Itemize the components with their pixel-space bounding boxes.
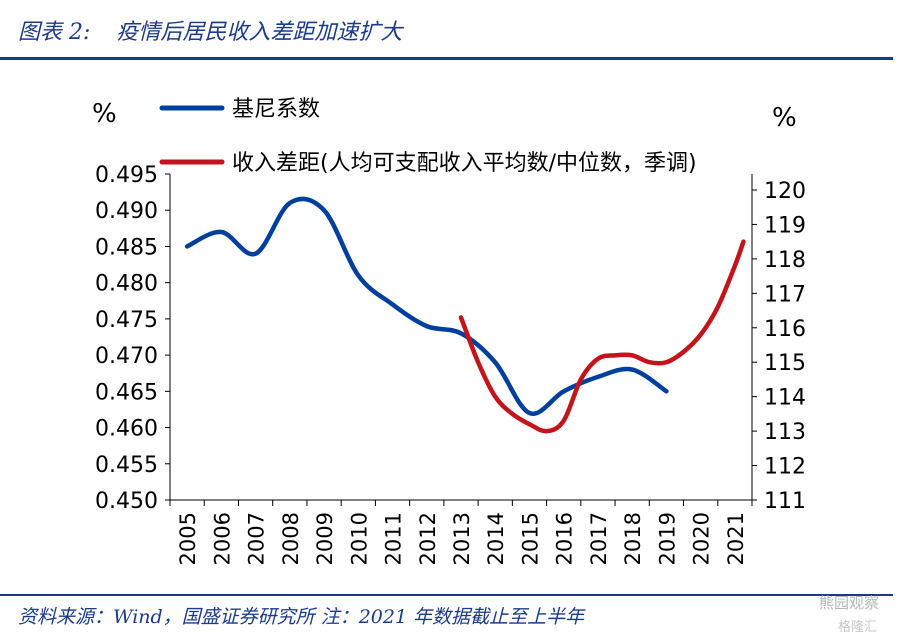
- x-tick-label: 2012: [416, 512, 440, 565]
- right-tick-label: 111: [764, 489, 806, 514]
- source-note: 资料来源：Wind，国盛证券研究所 注：2021 年数据截止至上半年: [18, 606, 585, 628]
- left-tick-label: 0.465: [95, 380, 158, 405]
- x-tick-label: 2018: [621, 512, 645, 565]
- x-tick-label: 2017: [587, 512, 611, 565]
- right-axis-unit: %: [772, 103, 797, 133]
- watermark: 熊园观察: [818, 594, 879, 612]
- figure-title-text: 疫情后居民收入差距加速扩大: [116, 20, 403, 45]
- top-rule: [0, 57, 893, 60]
- x-tick-label: 2021: [724, 512, 748, 565]
- figure-number: 图表 2:: [18, 20, 91, 45]
- x-tick-label: 2016: [553, 512, 577, 565]
- x-tick-label: 2010: [347, 512, 371, 565]
- right-tick-label: 116: [764, 317, 806, 342]
- series-line-1: [184, 196, 669, 416]
- left-axis-unit: %: [92, 99, 117, 129]
- x-tick-label: 2019: [655, 512, 679, 565]
- left-tick-label: 0.460: [95, 417, 158, 442]
- left-tick-label: 0.480: [95, 272, 158, 297]
- right-tick-label: 115: [764, 351, 806, 376]
- left-tick-label: 0.490: [95, 199, 158, 224]
- left-tick-label: 0.450: [95, 489, 158, 514]
- x-tick-label: 2014: [484, 512, 508, 565]
- right-tick-label: 112: [764, 455, 806, 480]
- right-tick-label: 120: [764, 179, 806, 204]
- chart-axes: 0.450 0.455 0.460 0.465 0.470 0.475 0.480 0.485…: [92, 99, 806, 565]
- x-tick-label: 2009: [313, 512, 337, 565]
- right-tick-label: 113: [764, 420, 806, 445]
- left-tick-label: 0.470: [95, 344, 158, 369]
- x-tick-label: 2008: [279, 512, 303, 565]
- x-tick-label: 2007: [245, 512, 269, 565]
- legend-label-1: 基尼系数: [232, 97, 320, 122]
- left-tick-label: 0.475: [95, 308, 158, 333]
- left-tick-label: 0.455: [95, 453, 158, 478]
- x-tick-label: 2020: [690, 512, 714, 565]
- chart-series: [184, 196, 746, 434]
- right-tick-label: 118: [764, 248, 806, 273]
- right-tick-label: 119: [764, 213, 806, 238]
- x-tick-label: 2005: [176, 512, 200, 565]
- right-tick-label: 117: [764, 282, 806, 307]
- left-tick-label: 0.485: [95, 235, 158, 260]
- x-tick-label: 2006: [210, 512, 234, 565]
- chart: 0.450 0.455 0.460 0.465 0.470 0.475 0.480 0.485…: [92, 97, 806, 565]
- figure-title: 图表 2: 疫情后居民收入差距加速扩大: [18, 14, 402, 46]
- x-tick-label: 2011: [382, 512, 406, 565]
- right-tick-label: 114: [764, 386, 806, 411]
- watermark-secondary: 格隆汇: [837, 620, 877, 635]
- x-tick-label: 2015: [518, 512, 542, 565]
- legend-label-2: 收入差距(人均可支配收入平均数/中位数，季调): [232, 151, 697, 176]
- series-line-2: [458, 239, 746, 434]
- left-tick-label: 0.495: [95, 163, 158, 188]
- bottom-rule: [0, 594, 893, 596]
- x-tick-label: 2013: [450, 512, 474, 565]
